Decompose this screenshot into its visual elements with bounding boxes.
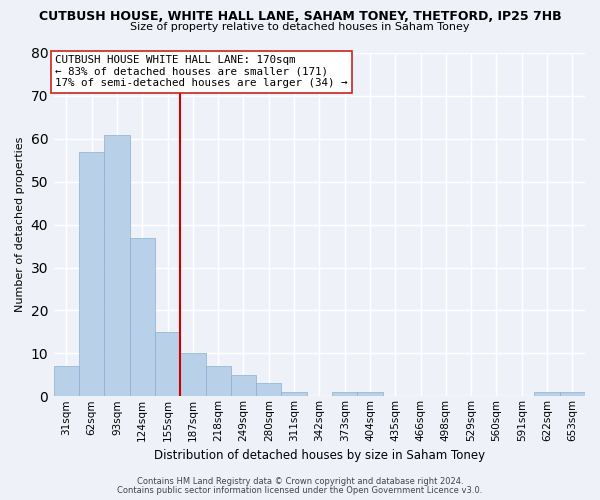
- Bar: [281, 392, 307, 396]
- Bar: [79, 152, 104, 396]
- Bar: [130, 238, 155, 396]
- Bar: [560, 392, 585, 396]
- Bar: [231, 375, 256, 396]
- Bar: [256, 384, 281, 396]
- Bar: [535, 392, 560, 396]
- Bar: [180, 354, 206, 397]
- Bar: [54, 366, 79, 396]
- Bar: [332, 392, 358, 396]
- X-axis label: Distribution of detached houses by size in Saham Toney: Distribution of detached houses by size …: [154, 450, 485, 462]
- Text: CUTBUSH HOUSE, WHITE HALL LANE, SAHAM TONEY, THETFORD, IP25 7HB: CUTBUSH HOUSE, WHITE HALL LANE, SAHAM TO…: [38, 10, 562, 23]
- Text: Contains public sector information licensed under the Open Government Licence v3: Contains public sector information licen…: [118, 486, 482, 495]
- Bar: [104, 134, 130, 396]
- Y-axis label: Number of detached properties: Number of detached properties: [15, 137, 25, 312]
- Text: Size of property relative to detached houses in Saham Toney: Size of property relative to detached ho…: [130, 22, 470, 32]
- Text: CUTBUSH HOUSE WHITE HALL LANE: 170sqm
← 83% of detached houses are smaller (171): CUTBUSH HOUSE WHITE HALL LANE: 170sqm ← …: [55, 55, 347, 88]
- Text: Contains HM Land Registry data © Crown copyright and database right 2024.: Contains HM Land Registry data © Crown c…: [137, 478, 463, 486]
- Bar: [206, 366, 231, 396]
- Bar: [155, 332, 180, 396]
- Bar: [358, 392, 383, 396]
